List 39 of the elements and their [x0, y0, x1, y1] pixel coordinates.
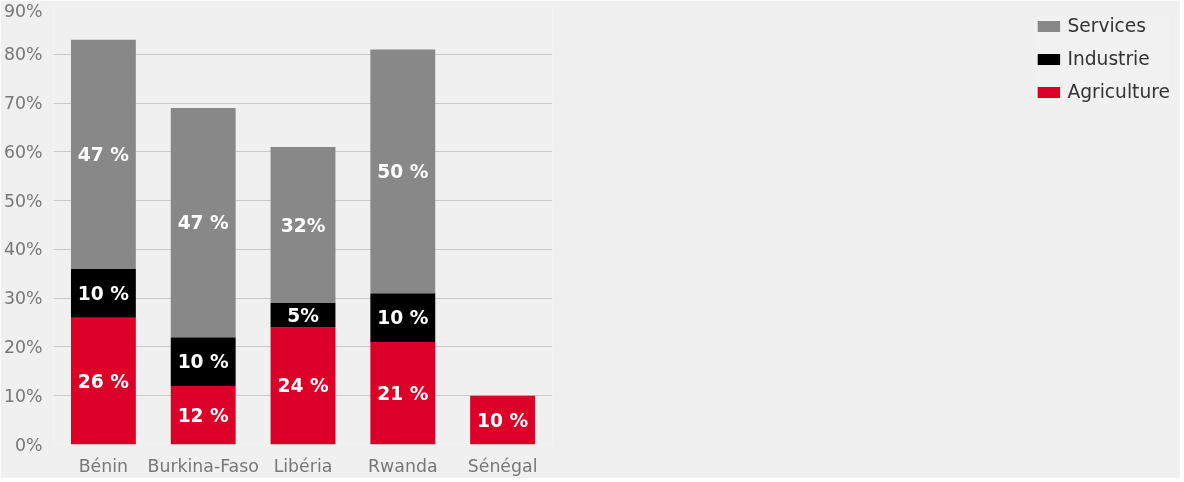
- x-tick-label: Rwanda: [368, 455, 438, 476]
- x-tick-label: Burkina-Faso: [147, 455, 259, 476]
- data-label: 12 %: [177, 404, 230, 426]
- y-tick-label: 0%: [15, 434, 43, 455]
- bar: [70, 39, 136, 269]
- data-label: 10 %: [177, 351, 230, 373]
- data-label: 26 %: [77, 370, 130, 392]
- y-tick-label: 60%: [3, 141, 43, 162]
- legend-label: Industrie: [1067, 48, 1150, 69]
- bar: [270, 146, 336, 304]
- y-tick-label: 40%: [3, 239, 43, 260]
- data-label: 47 %: [77, 143, 130, 165]
- data-label: 10 %: [477, 409, 529, 431]
- y-tick-label: 90%: [3, 0, 43, 21]
- legend-label: Services: [1067, 15, 1147, 36]
- bar: [170, 385, 236, 445]
- y-tick-label: 30%: [3, 288, 43, 309]
- data-label: 10 %: [377, 307, 429, 329]
- data-label: 50 %: [377, 160, 429, 182]
- data-label: 24 %: [277, 375, 329, 397]
- y-tick-label: 10%: [3, 385, 43, 406]
- data-label: 32%: [280, 214, 326, 236]
- bar: [370, 342, 436, 445]
- bar: [370, 49, 436, 294]
- x-tick-label: Libéria: [273, 455, 333, 476]
- data-label: 10 %: [77, 282, 130, 304]
- y-tick-label: 70%: [3, 93, 43, 114]
- x-tick-label: Bénin: [78, 455, 129, 476]
- x-tick-label: Sénégal: [467, 455, 538, 476]
- y-tick-label: 20%: [3, 336, 43, 357]
- data-label: 47 %: [177, 212, 230, 234]
- bar: [170, 107, 236, 338]
- bar: [270, 327, 336, 445]
- y-tick-label: 50%: [3, 190, 43, 211]
- legend-label: Agriculture: [1067, 81, 1170, 102]
- data-label: 5%: [287, 304, 320, 326]
- y-tick-label: 80%: [3, 44, 43, 65]
- bar: [70, 317, 136, 445]
- data-label: 21 %: [377, 382, 429, 404]
